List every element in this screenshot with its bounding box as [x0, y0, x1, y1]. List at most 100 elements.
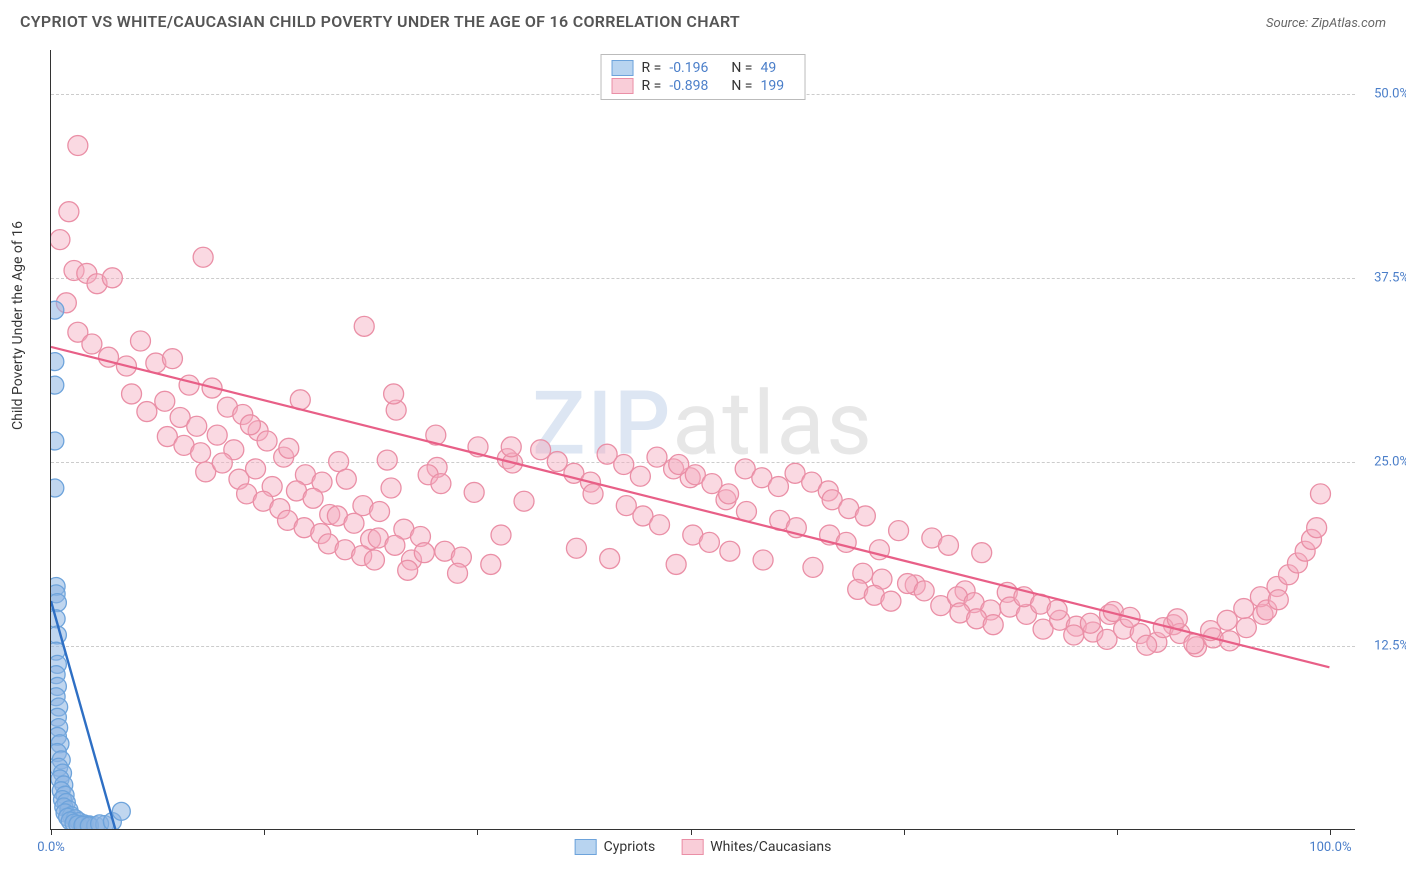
whites-point [59, 202, 79, 222]
r-label: R = [642, 60, 662, 76]
whites-point [179, 375, 199, 395]
chart-title: CYPRIOT VS WHITE/CAUCASIAN CHILD POVERTY… [20, 12, 740, 31]
n-label: N = [731, 60, 752, 76]
whites-point [768, 477, 788, 497]
whites-point [614, 454, 634, 474]
whites-point [414, 543, 434, 563]
whites-point [547, 452, 567, 472]
whites-point [719, 484, 739, 504]
whites-point [246, 459, 266, 479]
whites-point [187, 416, 207, 436]
whites-point [630, 466, 650, 486]
n-value: 49 [760, 60, 794, 76]
whites-point [384, 384, 404, 404]
whites-point [491, 525, 511, 545]
x-tick-label: 100.0% [1309, 840, 1351, 855]
x-tick [1117, 829, 1118, 835]
n-value: 199 [760, 78, 794, 94]
legend-series-label: Whites/Caucasians [710, 839, 831, 855]
whites-point [162, 349, 182, 369]
whites-point [881, 591, 901, 611]
x-tick [904, 829, 905, 835]
x-tick [1330, 829, 1331, 835]
whites-point [889, 521, 909, 541]
whites-point [983, 615, 1003, 635]
whites-point [344, 513, 364, 533]
legend-stat-row: R = -0.898 N = 199 [612, 77, 795, 95]
whites-point [193, 247, 213, 267]
whites-point [1307, 518, 1327, 538]
whites-point [137, 402, 157, 422]
y-tick-label: 50.0% [1374, 87, 1406, 102]
whites-point [1217, 610, 1237, 630]
whites-point [753, 550, 773, 570]
whites-point [720, 541, 740, 561]
cypriots-point [51, 432, 64, 450]
whites-point [207, 425, 227, 445]
y-tick-label: 25.0% [1374, 455, 1406, 470]
y-tick-label: 12.5% [1374, 639, 1406, 654]
r-value: -0.196 [669, 60, 723, 76]
whites-point [464, 482, 484, 502]
whites-point [1167, 609, 1187, 629]
whites-point [257, 431, 277, 451]
whites-point [1137, 635, 1157, 655]
whites-point [481, 554, 501, 574]
whites-point [1080, 613, 1100, 633]
whites-point [531, 440, 551, 460]
whites-point [650, 515, 670, 535]
chart-header: CYPRIOT VS WHITE/CAUCASIAN CHILD POVERTY… [0, 0, 1406, 39]
whites-point [1268, 590, 1288, 610]
r-label: R = [642, 78, 662, 94]
whites-point [240, 415, 260, 435]
cypriots-point [51, 376, 64, 394]
legend-swatch [681, 839, 703, 855]
cypriots-point [51, 301, 64, 319]
whites-point [647, 447, 667, 467]
whites-point [972, 543, 992, 563]
cypriots-point [112, 802, 130, 820]
cypriots-point [51, 479, 64, 497]
whites-point [666, 554, 686, 574]
legend-series-label: Cypriots [604, 839, 656, 855]
legend-swatch [575, 839, 597, 855]
whites-point [1047, 600, 1067, 620]
scatter-plot-svg [51, 50, 1355, 829]
r-value: -0.898 [669, 78, 723, 94]
x-tick [691, 829, 692, 835]
whites-point [122, 384, 142, 404]
legend-swatch [612, 78, 634, 94]
legend-series: Cypriots Whites/Caucasians [575, 839, 832, 855]
whites-point [102, 268, 122, 288]
whites-point [82, 334, 102, 354]
x-tick-label: 0.0% [37, 840, 65, 855]
whites-point [370, 502, 390, 522]
whites-point [279, 438, 299, 458]
whites-point [583, 484, 603, 504]
whites-point [1184, 634, 1204, 654]
whites-point [303, 488, 323, 508]
whites-point [398, 560, 418, 580]
whites-point [914, 581, 934, 601]
whites-point [600, 549, 620, 569]
n-label: N = [731, 78, 752, 94]
legend-stat-row: R = -0.196 N = 49 [612, 59, 795, 77]
whites-point [130, 331, 150, 351]
whites-point [191, 443, 211, 463]
x-tick [264, 829, 265, 835]
whites-point [566, 538, 586, 558]
y-axis-label: Child Poverty Under the Age of 16 [10, 221, 26, 430]
whites-point [377, 450, 397, 470]
whites-point [1064, 625, 1084, 645]
whites-point [1310, 484, 1330, 504]
whites-point [51, 230, 70, 250]
whites-point [836, 532, 856, 552]
chart-plot-area: ZIPatlas R =-0.196N =49R =-0.898N =199 C… [50, 50, 1355, 830]
whites-point [1234, 599, 1254, 619]
legend-correlation-box: R = -0.196 N = 49 R = -0.898 N = 199 [601, 54, 806, 100]
whites-point [329, 452, 349, 472]
whites-point [212, 453, 232, 473]
whites-point [354, 316, 374, 336]
x-tick [477, 829, 478, 835]
y-tick-label: 37.5% [1374, 271, 1406, 286]
